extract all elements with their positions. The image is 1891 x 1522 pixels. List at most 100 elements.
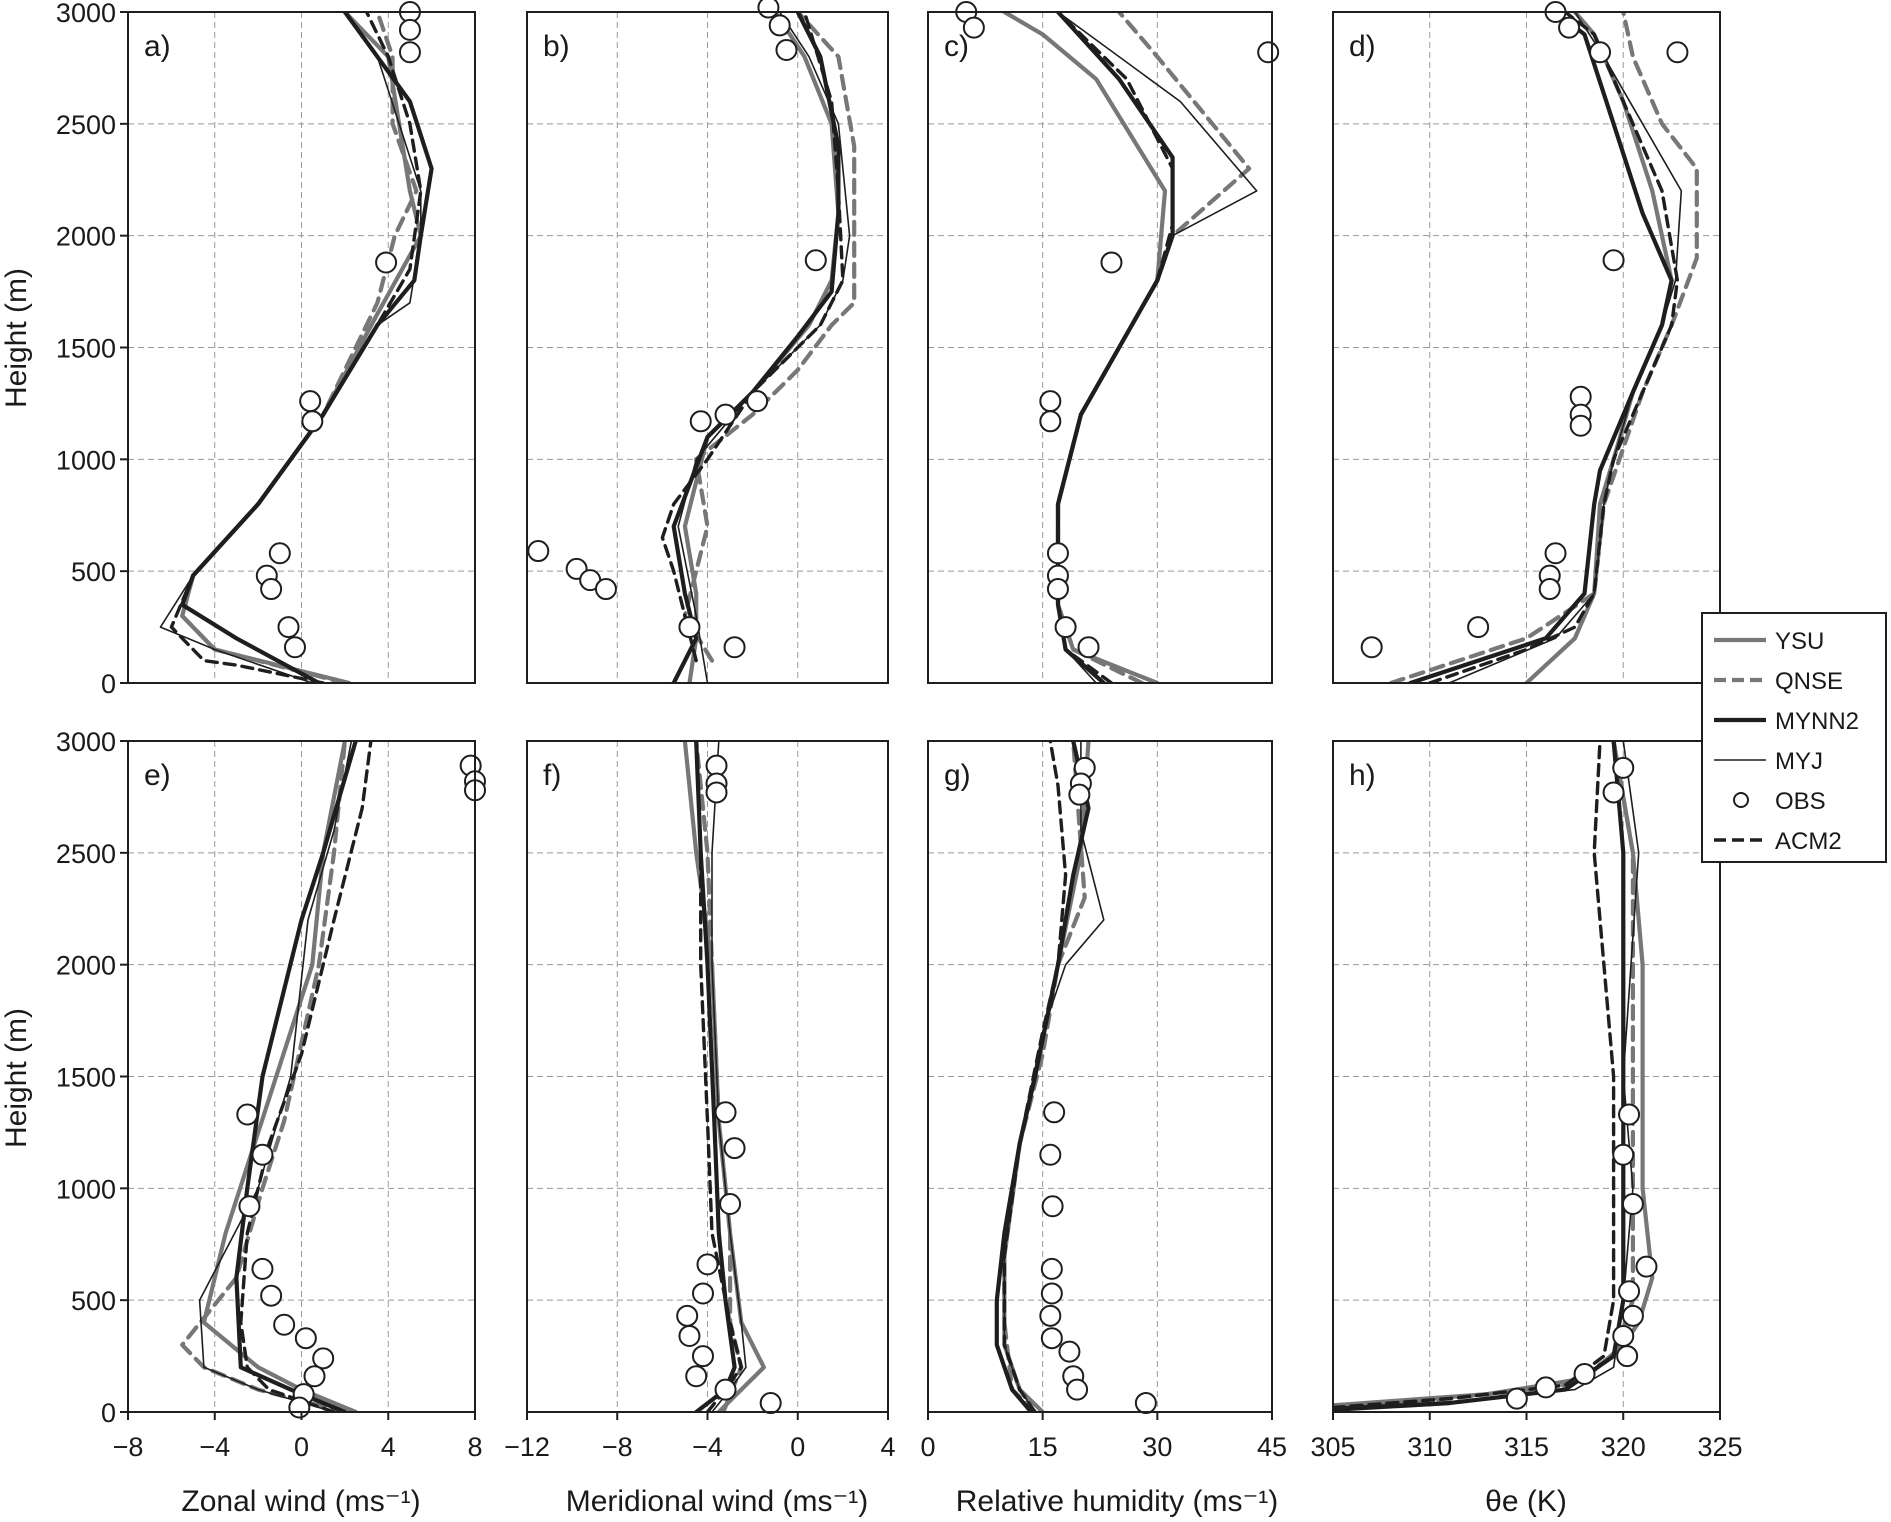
legend-label-obs: OBS [1775,788,1826,815]
x-axis-label-theta-e: θe (K) [1485,1485,1567,1518]
panel-g-grid [928,741,1272,1412]
panel-g-label: g) [944,759,971,792]
panel-d-obs-point [1558,16,1581,39]
panel-g: g) 0 15 30 45 [920,740,1287,1462]
panel-e-obs-point [312,1347,335,1370]
panel-f-obs-point [676,1304,699,1327]
panel-a-ytick-label: 0 [101,669,116,699]
panel-a-obs-point [260,578,283,601]
panel-b-obs-point [714,403,737,426]
legend-label-qnse: QNSE [1775,668,1843,695]
panel-b-obs-point [527,540,550,563]
panel-a-obs-point [301,410,324,433]
panel-a-ytick-label: 500 [71,557,116,587]
panel-f-obs-point [691,1282,714,1305]
panel-c-obs-point [1257,41,1280,64]
panel-c: c) [927,1,1280,684]
panel-g-lines [994,741,1105,1412]
panel-e-obs-point [303,1365,326,1388]
panel-h-series-ysu [1333,741,1655,1408]
panel-g-obs-point [1041,1195,1064,1218]
panel-a-lines [159,12,434,683]
panel-d-obs-point [1602,249,1625,272]
panel-b-frame [526,11,889,684]
panel-f-obs-point [714,1378,737,1401]
panel-a-ytick-label: 2500 [56,110,116,140]
panel-h-xtick-label: 320 [1601,1432,1646,1462]
panel-f-xtick-label: −12 [504,1432,550,1462]
panel-b-obs-point [594,578,617,601]
panel-b-obs-point [689,410,712,433]
panel-h-obs-point [1612,756,1635,779]
panel-a-ytick-label: 3000 [56,0,116,28]
panel-g-obs-point [1040,1257,1063,1280]
panel-h-obs-point [1573,1362,1596,1385]
panel-h-obs-point [1612,1324,1635,1347]
panel-a-series-qnse [180,12,419,683]
panel-e-ytick-label: 2500 [56,839,116,869]
panel-h-xtick-label: 310 [1407,1432,1452,1462]
panel-h-series-acm2 [1333,741,1616,1410]
panel-g-xtick-label: 45 [1257,1432,1287,1462]
panel-h-lines [1333,741,1655,1412]
panel-g-obs-point [1040,1327,1063,1350]
panel-a-obs-point [398,18,421,41]
panel-a-obs-point [398,41,421,64]
panel-b-label: b) [543,30,570,63]
panel-a-obs-point [277,616,300,639]
panel-f-obs-point [719,1192,742,1215]
panel-f-obs-point [691,1345,714,1368]
panel-f-obs-point [723,1137,746,1160]
panel-e-ytick-label: 500 [71,1286,116,1316]
panel-f-obs-point [759,1392,782,1415]
panel-d-obs-point [1569,414,1592,437]
panel-f-xtick-label: 4 [880,1432,895,1462]
x-axis-label-relative-humidity: Relative humidity (ms⁻¹) [956,1485,1279,1518]
panel-e-ytick-label: 1000 [56,1174,116,1204]
panel-g-obs-point [1058,1340,1081,1363]
legend-symbol-obs [1733,792,1749,808]
panel-b-series-mynn2 [671,12,841,683]
panel-c-obs-point [1039,410,1062,433]
panel-f-obs-point [678,1324,701,1347]
x-axis-label-meridional-wind: Meridional wind (ms⁻¹) [566,1485,869,1518]
panel-h-xtick-label: 305 [1310,1432,1355,1462]
panel-e-xtick-label: 8 [467,1432,482,1462]
panel-b-series-qnse [682,12,857,663]
panel-e-xtick-label: 0 [294,1432,309,1462]
panel-d-frame [1332,11,1721,684]
panel-e-lines [180,741,373,1412]
panel-c-obs-point [1054,616,1077,639]
panel-e-series-mynn2 [234,741,358,1412]
panel-a-obs-point [299,390,322,413]
panel-e-obs-point [260,1284,283,1307]
panel-c-obs-point [962,16,985,39]
y-axis-label-top: Height (m) [0,268,33,408]
panel-c-obs [955,1,1280,659]
panel-c-obs-point [1100,251,1123,274]
x-axis-label-zonal-wind: Zonal wind (ms⁻¹) [181,1485,420,1518]
legend-box [1701,612,1887,863]
panel-a-ytick-label: 1000 [56,445,116,475]
panel-d-series-mynn2 [1408,12,1674,683]
panel-b-obs [527,0,827,659]
panel-b-obs-point [775,39,798,62]
panel-b-obs-point [804,249,827,272]
panel-e-obs-point [288,1396,311,1419]
panel-h-series-mynn2 [1333,741,1626,1412]
panel-h-obs-point [1505,1387,1528,1410]
panel-f-xtick-label: −8 [602,1432,633,1462]
panel-f-xtick-label: 0 [790,1432,805,1462]
legend-label-acm2: ACM2 [1775,828,1842,855]
panel-h-xtick-label: 325 [1697,1432,1742,1462]
panel-h-obs-point [1534,1376,1557,1399]
panel-c-obs-point [1046,578,1069,601]
panel-a-obs-point [283,636,306,659]
panel-a-ytick-label: 1500 [56,334,116,364]
panel-e-obs-point [251,1257,274,1280]
panel-g-series-mynn2 [994,741,1091,1412]
panel-h-obs-point [1616,1345,1639,1368]
panel-b-series-myj [677,12,851,683]
panel-g-frame [927,740,1273,1413]
